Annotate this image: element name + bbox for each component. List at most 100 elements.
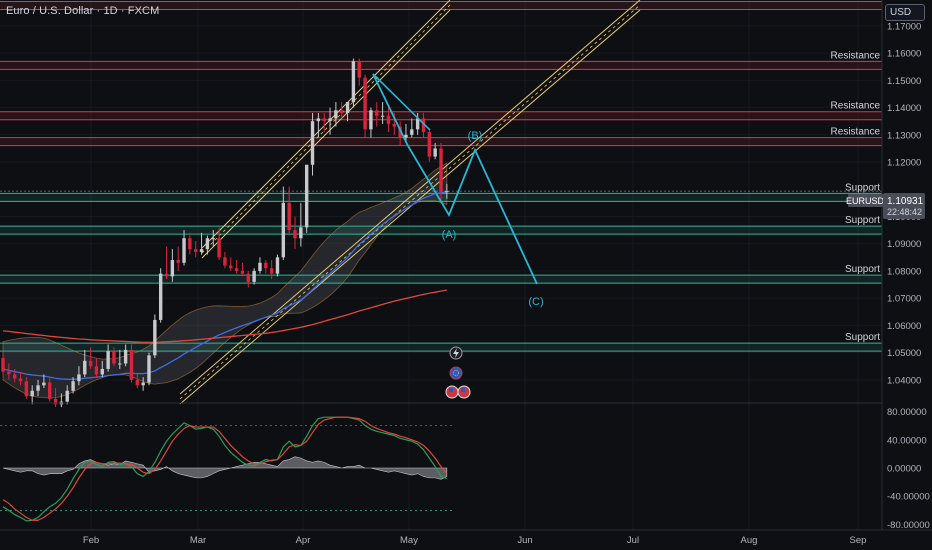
candle-body [135, 379, 140, 386]
resistance-label: Resistance [831, 50, 881, 61]
time-tick-label: Mar [190, 535, 206, 546]
price-tick-label: 1.09000 [887, 239, 921, 250]
candle-body [410, 129, 414, 135]
price-tick-label: 1.06000 [887, 321, 921, 332]
channel-upper-edge [201, 0, 451, 249]
candle-body [415, 118, 420, 130]
resistance-zone [0, 61, 882, 70]
ma_fast-line [2, 191, 447, 380]
candle-body [264, 262, 268, 269]
resistance-zone [0, 111, 882, 120]
candle-body [246, 273, 250, 282]
currency-selector[interactable]: USD [885, 4, 925, 21]
support-zone [0, 343, 882, 352]
oscillator_fast-line [2, 416, 448, 522]
moving-averages [2, 191, 447, 380]
candle-body [404, 134, 408, 138]
candle-body [71, 381, 75, 391]
candle-body [129, 349, 134, 380]
price-scale-background [882, 0, 932, 550]
price-tick-label: 1.05000 [887, 348, 921, 359]
candle-body [398, 126, 402, 138]
candle-body [88, 360, 93, 367]
price-tick-label: 1.04000 [887, 375, 921, 386]
candle-body [100, 368, 104, 375]
oscillator-scale[interactable]: 80.00000 40.00000 0.00000 -40.00000 -80.0000… [887, 407, 930, 531]
wave-projection [372, 73, 538, 285]
candle-body [287, 202, 291, 231]
projection-path [372, 73, 538, 285]
ascending-channels [179, 0, 641, 405]
channel-lower-edge [179, 9, 641, 405]
support-label: Support [845, 215, 880, 226]
eu-flag-icon[interactable] [449, 366, 463, 380]
candle-body [12, 374, 17, 379]
us-flag-icon[interactable] [445, 385, 459, 399]
candle-body [48, 382, 52, 399]
wave-label-c: (C) [528, 296, 543, 308]
candle-body [340, 110, 344, 114]
candle-body [229, 265, 233, 269]
ma_slow-line [2, 289, 447, 343]
channel-lower-midline [179, 4, 641, 400]
candle-body [439, 148, 443, 192]
candle-body [188, 238, 192, 250]
candle-body [304, 164, 309, 228]
candle-body [83, 360, 87, 375]
candle-body [328, 118, 332, 122]
oscillator-tick-label: 40.00000 [887, 435, 927, 446]
time-tick-label: Feb [83, 535, 99, 546]
candle-body [369, 110, 373, 130]
time-axis[interactable]: Feb Mar Apr May Jun Jul Aug Sep [83, 535, 867, 546]
resistance-zone [0, 137, 882, 146]
candle-body [375, 110, 379, 116]
us-flag-icon[interactable] [457, 385, 471, 399]
oscillator-pane [0, 416, 455, 522]
channel-upper-edge [201, 9, 451, 259]
candle-body [1, 358, 5, 372]
candle-body [240, 270, 245, 274]
candle-body [176, 260, 180, 263]
support-zone [0, 275, 882, 284]
candle-body [18, 378, 23, 382]
candle-body [445, 191, 449, 193]
candle-body [53, 398, 58, 405]
candle-body [258, 262, 262, 271]
last-price-tag: EURUSD 1.10931 22:48:42 [846, 193, 925, 219]
price-tag-background [883, 193, 925, 219]
candle-body [310, 121, 315, 165]
candle-body [118, 363, 122, 365]
candle-body [299, 227, 303, 239]
last-price-value: 1.10931 [887, 196, 924, 207]
candle-body [357, 61, 361, 78]
candle-body [223, 257, 227, 266]
oscillator-tick-label: 0.00000 [887, 464, 921, 475]
candle-body [205, 238, 210, 250]
oscillator-tick-label: -80.00000 [887, 520, 930, 531]
candle-body [194, 249, 198, 252]
channel-lower-edge [179, 0, 641, 395]
symbol-title[interactable]: Euro / U.S. Dollar · 1D · FXCM [6, 5, 160, 17]
channel-upper-midline [201, 4, 451, 254]
candle-body [65, 390, 69, 402]
candle-body [199, 249, 204, 252]
candle-body [147, 355, 151, 383]
candle-body [217, 238, 221, 258]
support-zone [0, 226, 882, 235]
price-tick-label: 1.16000 [887, 49, 921, 60]
candle-body [94, 366, 99, 375]
candle-body [351, 61, 356, 103]
candle-body [269, 268, 274, 274]
resistance-label: Resistance [831, 0, 881, 1]
time-tick-label: Apr [296, 535, 311, 546]
candle-body [24, 381, 29, 397]
price-scale[interactable]: 1.17000 1.16000 1.15000 1.14000 1.13000 1.120… [887, 21, 921, 386]
candle-body [7, 371, 11, 375]
time-tick-label: Jul [627, 535, 639, 546]
flash-event-icon[interactable] [449, 346, 463, 360]
wave-label-b: (B) [468, 130, 483, 142]
wave-label-a: (A) [442, 229, 457, 241]
candle-body [158, 273, 163, 320]
time-tick-label: Aug [741, 535, 758, 546]
